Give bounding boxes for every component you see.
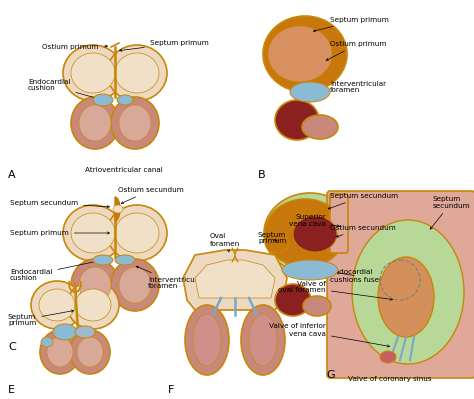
Ellipse shape	[107, 205, 167, 261]
Ellipse shape	[302, 115, 338, 139]
Ellipse shape	[71, 97, 119, 149]
Ellipse shape	[275, 100, 319, 140]
Ellipse shape	[53, 324, 77, 340]
Ellipse shape	[115, 53, 159, 93]
Polygon shape	[115, 197, 120, 221]
Ellipse shape	[268, 26, 332, 82]
Ellipse shape	[79, 105, 111, 141]
Text: Septum
secundum: Septum secundum	[430, 196, 471, 229]
Text: Oval
foramen: Oval foramen	[210, 233, 240, 252]
Ellipse shape	[115, 255, 135, 265]
Text: Valve of
oval foramen: Valve of oval foramen	[279, 280, 392, 300]
Ellipse shape	[275, 284, 311, 316]
Ellipse shape	[75, 289, 111, 321]
Ellipse shape	[265, 199, 345, 267]
FancyBboxPatch shape	[327, 191, 474, 378]
Ellipse shape	[39, 289, 75, 321]
Text: Septum primum: Septum primum	[313, 17, 389, 32]
Ellipse shape	[63, 205, 123, 261]
Text: Septum
primum: Septum primum	[258, 231, 286, 245]
Ellipse shape	[119, 105, 151, 141]
Ellipse shape	[352, 220, 464, 364]
Ellipse shape	[290, 82, 330, 102]
Text: Septum primum: Septum primum	[10, 230, 109, 236]
Ellipse shape	[282, 260, 338, 280]
Ellipse shape	[93, 255, 113, 265]
Text: Ostium primum: Ostium primum	[326, 41, 386, 60]
Ellipse shape	[119, 267, 151, 303]
Text: Interventricular
foramen: Interventricular foramen	[137, 266, 204, 290]
Ellipse shape	[185, 305, 229, 375]
Polygon shape	[195, 260, 275, 298]
Ellipse shape	[241, 305, 285, 375]
Ellipse shape	[40, 330, 80, 374]
Ellipse shape	[77, 337, 103, 367]
Text: Endocardial
cushions fused: Endocardial cushions fused	[330, 269, 384, 282]
Ellipse shape	[303, 296, 331, 316]
Ellipse shape	[115, 213, 159, 253]
Ellipse shape	[380, 351, 396, 363]
Ellipse shape	[113, 205, 123, 213]
Ellipse shape	[93, 94, 113, 106]
Ellipse shape	[378, 257, 434, 337]
Text: Interventricular
foramen: Interventricular foramen	[326, 81, 386, 95]
Text: Septum secundum: Septum secundum	[328, 193, 398, 209]
Ellipse shape	[264, 193, 356, 273]
Ellipse shape	[107, 45, 167, 101]
Text: Valve of inferior
vena cava: Valve of inferior vena cava	[269, 324, 390, 347]
Ellipse shape	[70, 330, 110, 374]
Ellipse shape	[79, 267, 111, 303]
Text: Atrioventricular canal: Atrioventricular canal	[85, 167, 163, 173]
Ellipse shape	[117, 95, 133, 105]
Ellipse shape	[193, 314, 221, 366]
Ellipse shape	[111, 259, 159, 311]
Text: Ostium secundum: Ostium secundum	[118, 187, 184, 203]
Text: F: F	[168, 385, 174, 395]
Ellipse shape	[41, 337, 53, 347]
Text: Septum primum: Septum primum	[119, 40, 209, 51]
Text: Ostium primum: Ostium primum	[42, 44, 108, 50]
Polygon shape	[183, 250, 287, 310]
Ellipse shape	[47, 337, 73, 367]
Text: Septum secundum: Septum secundum	[10, 200, 109, 208]
Text: G: G	[326, 370, 335, 380]
Text: E: E	[8, 385, 15, 395]
Ellipse shape	[249, 314, 277, 366]
Ellipse shape	[293, 216, 337, 252]
Ellipse shape	[111, 97, 159, 149]
Ellipse shape	[63, 45, 123, 101]
Ellipse shape	[263, 16, 347, 92]
Text: C: C	[8, 342, 16, 352]
Text: Valve of coronary sinus: Valve of coronary sinus	[348, 376, 432, 382]
Ellipse shape	[67, 281, 119, 329]
Ellipse shape	[71, 213, 115, 253]
Text: Septum
primum: Septum primum	[8, 310, 73, 326]
Ellipse shape	[71, 259, 119, 311]
Text: Superior
vena cava: Superior vena cava	[289, 213, 339, 227]
FancyBboxPatch shape	[330, 194, 348, 253]
Text: D: D	[258, 342, 266, 352]
Ellipse shape	[265, 233, 289, 253]
Ellipse shape	[75, 326, 95, 338]
Text: Endocardial
cushion: Endocardial cushion	[28, 79, 100, 99]
Text: A: A	[8, 170, 16, 180]
Ellipse shape	[71, 53, 115, 93]
Text: Endocardial
cushion: Endocardial cushion	[10, 260, 100, 282]
Ellipse shape	[31, 281, 83, 329]
Text: B: B	[258, 170, 265, 180]
Text: Ostium secundum: Ostium secundum	[330, 225, 396, 237]
